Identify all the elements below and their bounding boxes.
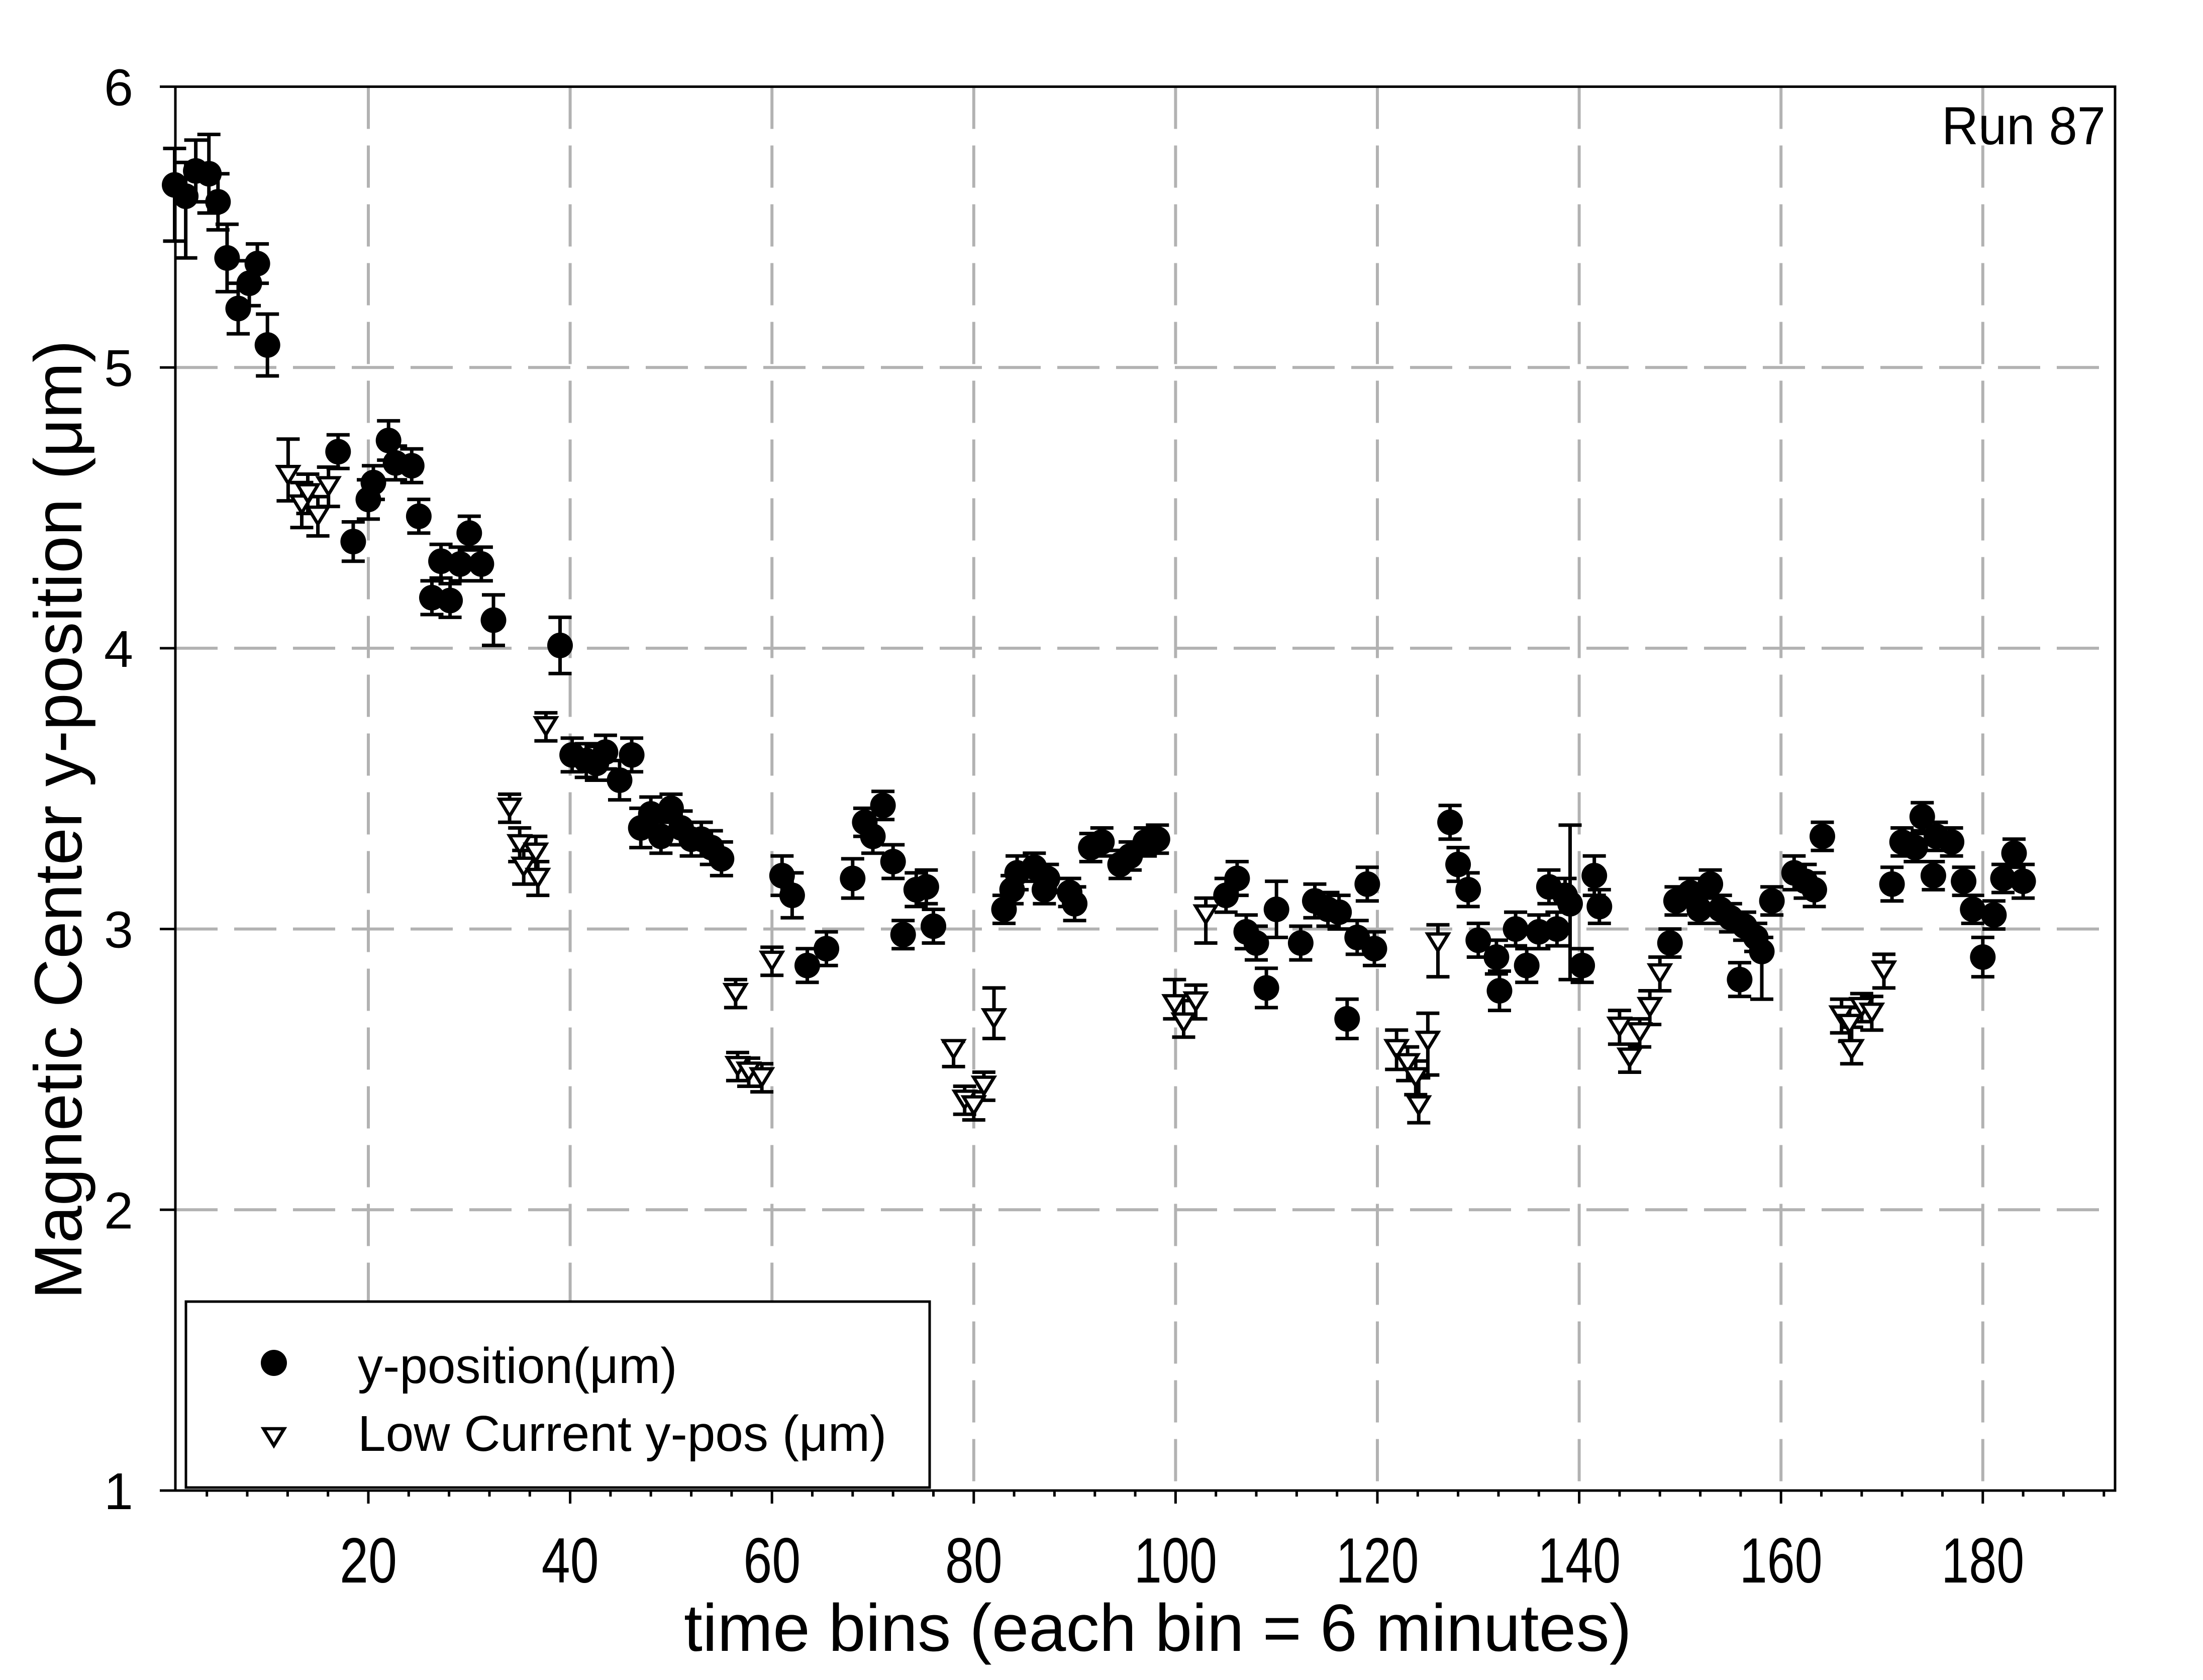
svg-text:Magnetic Center y-position (μm: Magnetic Center y-position (μm) <box>21 340 96 1300</box>
svg-text:Low Current y-pos (μm): Low Current y-pos (μm) <box>358 1406 886 1462</box>
svg-text:180: 180 <box>1941 1525 2024 1596</box>
svg-text:3: 3 <box>104 901 133 959</box>
svg-text:40: 40 <box>542 1525 599 1596</box>
svg-text:1: 1 <box>104 1462 133 1520</box>
svg-text:20: 20 <box>340 1525 397 1596</box>
svg-text:Run 87: Run 87 <box>1942 95 2106 156</box>
svg-text:6: 6 <box>104 59 133 117</box>
svg-text:60: 60 <box>743 1525 800 1596</box>
svg-text:2: 2 <box>104 1181 133 1239</box>
svg-text:5: 5 <box>104 339 133 397</box>
svg-text:y-position(μm): y-position(μm) <box>358 1338 677 1394</box>
svg-text:140: 140 <box>1538 1525 1621 1596</box>
svg-text:time bins (each bin = 6 minute: time bins (each bin = 6 minutes) <box>684 1591 1632 1665</box>
svg-text:4: 4 <box>104 620 133 678</box>
svg-text:80: 80 <box>945 1525 1003 1596</box>
svg-text:100: 100 <box>1134 1525 1217 1596</box>
svg-text:120: 120 <box>1336 1525 1419 1596</box>
svg-text:160: 160 <box>1740 1525 1823 1596</box>
